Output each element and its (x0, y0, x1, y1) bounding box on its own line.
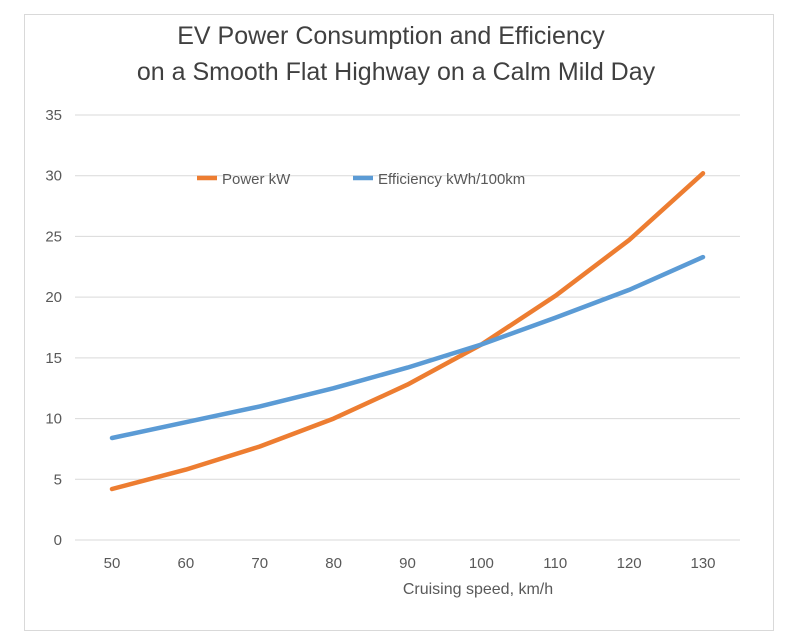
y-tick-label: 5 (54, 471, 62, 488)
chart-title-line-1: EV Power Consumption and Efficiency (177, 22, 605, 50)
legend: Power kW Efficiency kWh/100km (197, 171, 525, 188)
y-tick-label: 35 (45, 107, 62, 124)
y-tick-label: 25 (45, 228, 62, 245)
x-tick-label: 100 (469, 555, 494, 572)
x-tick-label: 60 (178, 555, 195, 572)
x-tick-label: 90 (399, 555, 416, 572)
y-tick-label: 15 (45, 350, 62, 367)
series-lines (109, 171, 706, 492)
x-tick-label: 50 (104, 555, 121, 572)
y-tick-label: 20 (45, 289, 62, 306)
y-tick-label: 10 (45, 411, 62, 428)
y-tick-label: 30 (45, 168, 62, 185)
x-tick-label: 70 (251, 555, 268, 572)
legend-item: Power kW (197, 171, 291, 188)
y-axis-ticks: 0 5 10 15 20 25 30 35 (45, 107, 62, 549)
gridlines (75, 114, 740, 541)
x-tick-label: 110 (543, 555, 567, 572)
x-axis-label: Cruising speed, km/h (403, 581, 553, 598)
series-line-power (109, 171, 706, 492)
x-tick-label: 130 (690, 555, 715, 572)
x-tick-label: 80 (325, 555, 342, 572)
x-axis-ticks: 50 60 70 80 90 100 110 120 130 (104, 555, 716, 572)
chart-title-line-2: on a Smooth Flat Highway on a Calm Mild … (137, 58, 656, 86)
legend-item: Efficiency kWh/100km (353, 171, 525, 188)
y-tick-label: 0 (54, 532, 62, 549)
chart-frame (24, 14, 774, 631)
series-line-efficiency (109, 254, 706, 441)
legend-label: Efficiency kWh/100km (378, 171, 525, 188)
legend-label: Power kW (222, 171, 291, 188)
x-tick-label: 120 (617, 555, 642, 572)
